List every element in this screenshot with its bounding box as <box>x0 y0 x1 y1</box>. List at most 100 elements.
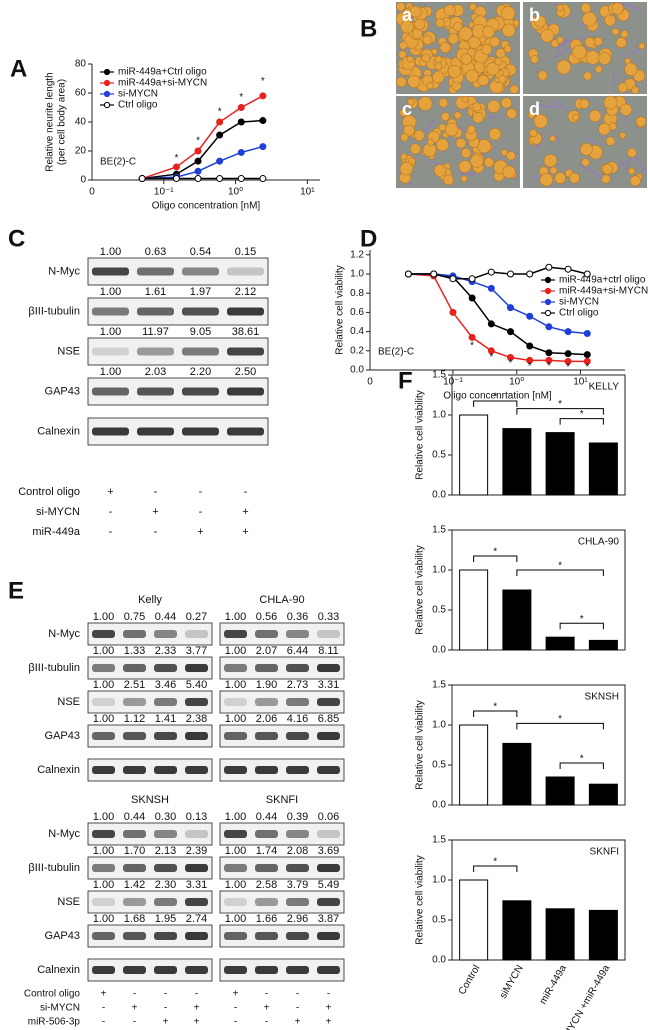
blot-band <box>185 698 208 706</box>
cell-body <box>447 64 461 79</box>
data-point <box>194 147 202 155</box>
condition-sign: - <box>133 1017 136 1028</box>
cell-body <box>549 166 558 175</box>
quantification: 2.06 <box>256 713 277 725</box>
cell-body <box>540 28 555 43</box>
significance-star: * <box>585 362 589 373</box>
cell-body <box>403 124 415 137</box>
bar <box>502 589 532 651</box>
quantification: 2.51 <box>124 679 145 691</box>
data-point <box>526 270 534 278</box>
legend-marker <box>103 90 111 98</box>
x-tick-label: 10¹ <box>573 377 588 388</box>
cell-body <box>605 136 616 146</box>
quantification: 1.00 <box>225 713 246 725</box>
cell-body <box>572 44 587 60</box>
cell-body <box>400 133 409 142</box>
cell-body <box>400 20 414 34</box>
cell-body <box>617 82 629 93</box>
blot-band <box>123 966 146 974</box>
cell-body <box>594 65 603 73</box>
cell-body <box>529 128 538 138</box>
quantification: 1.00 <box>100 286 121 298</box>
cell-body <box>472 112 484 124</box>
data-point <box>564 265 572 273</box>
y-tick-label: 0 <box>80 175 86 186</box>
protein-name: βIII-tubulin <box>28 662 80 674</box>
legend-marker <box>103 79 111 87</box>
blot-band <box>185 830 208 838</box>
y-tick-label: 1.0 <box>432 720 446 731</box>
blot-band <box>185 664 208 672</box>
data-point <box>468 275 476 283</box>
plot-frame <box>451 839 626 961</box>
quantification: 2.13 <box>155 845 176 857</box>
legend-marker <box>544 287 552 295</box>
blot-band <box>255 932 278 940</box>
cell-body <box>494 57 503 66</box>
cell-body <box>537 70 548 81</box>
quantification: 3.87 <box>318 913 339 925</box>
protein-name: Calnexin <box>37 964 80 976</box>
legend-label: si-MYCN <box>118 89 158 100</box>
blot-band <box>123 898 146 906</box>
cell-body <box>482 25 495 38</box>
blot-band <box>286 766 309 774</box>
cell-body <box>601 174 611 184</box>
quantification: 1.12 <box>124 713 145 725</box>
blot-strip <box>87 958 213 982</box>
neurite <box>537 104 559 109</box>
blot-band <box>123 864 146 872</box>
cell-body <box>589 109 602 123</box>
quantification: 2.50 <box>235 366 256 378</box>
y-tick-label: 60 <box>75 88 87 99</box>
y-axis-label: Relative cell viability <box>415 700 426 789</box>
cell-body <box>443 174 454 186</box>
protein-name: NSE <box>57 696 80 708</box>
significance-star: * <box>493 392 497 403</box>
blot-band <box>227 427 264 436</box>
cell-body <box>444 122 459 137</box>
significance-star: * <box>580 754 584 765</box>
condition-sign: + <box>233 989 239 1000</box>
cell-body <box>427 138 435 146</box>
neurite <box>580 163 604 180</box>
blot-band <box>227 347 264 356</box>
cell-body <box>603 95 618 110</box>
condition-sign: + <box>295 1017 301 1028</box>
quantification: 2.58 <box>256 879 277 891</box>
blot-band <box>123 698 146 706</box>
blot-band <box>255 864 278 872</box>
cell-body <box>539 172 554 187</box>
blot-strip <box>87 822 213 846</box>
significance-bracket <box>559 622 604 630</box>
x-tick-label: 10⁰ <box>509 377 524 388</box>
condition-sign: + <box>152 506 158 518</box>
blot-strip <box>219 890 345 914</box>
data-point <box>545 263 553 271</box>
cell-body <box>398 50 407 59</box>
significance-star: * <box>558 714 562 725</box>
significance-star: * <box>580 409 584 420</box>
blot-band <box>286 630 309 638</box>
cell-body <box>488 127 502 141</box>
cell-body <box>608 122 617 131</box>
cell-body <box>399 41 408 50</box>
series-line <box>408 273 588 363</box>
significance-star: * <box>493 857 497 868</box>
quantification: 0.15 <box>235 246 256 258</box>
panel-label: F <box>398 367 413 394</box>
cell-body <box>435 18 445 28</box>
blot-band <box>92 387 129 396</box>
annotation: BE(2)-C <box>100 157 136 168</box>
blot-band <box>255 698 278 706</box>
cell-body <box>407 74 421 88</box>
blot-band <box>154 698 177 706</box>
cell-body <box>500 97 512 109</box>
data-point <box>545 323 553 331</box>
blot-band <box>92 267 129 276</box>
quantification: 1.68 <box>124 913 145 925</box>
cell-body <box>472 102 482 112</box>
cell-body <box>530 55 539 64</box>
legend-label: si-MYCN <box>559 297 599 308</box>
